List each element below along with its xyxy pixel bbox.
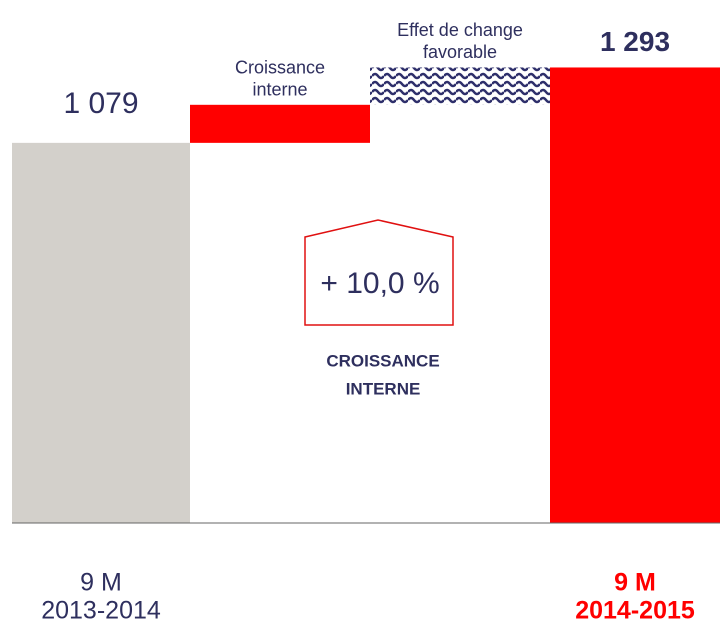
bar bbox=[550, 67, 720, 523]
bar bbox=[190, 104, 370, 143]
bar bbox=[12, 142, 190, 524]
annotation-caption: CROISSANCE bbox=[326, 351, 439, 370]
annotation-caption: INTERNE bbox=[346, 379, 421, 398]
segment-label: interne bbox=[252, 80, 307, 100]
annotation-box bbox=[304, 219, 454, 326]
value-label: 1 293 bbox=[600, 26, 670, 57]
segment-label: favorable bbox=[423, 42, 497, 62]
bar bbox=[370, 67, 550, 105]
segment-label: Croissance bbox=[235, 58, 325, 78]
x-tick-label: 9 M bbox=[80, 569, 122, 597]
segment-label: Effet de change bbox=[397, 20, 523, 40]
x-tick-label: 9 M bbox=[614, 569, 656, 597]
annotation: + 10,0 % bbox=[320, 267, 439, 300]
x-tick-label: 2013-2014 bbox=[41, 597, 161, 625]
x-tick-label: 2014-2015 bbox=[575, 597, 695, 625]
value-label: 1 079 bbox=[63, 87, 138, 120]
